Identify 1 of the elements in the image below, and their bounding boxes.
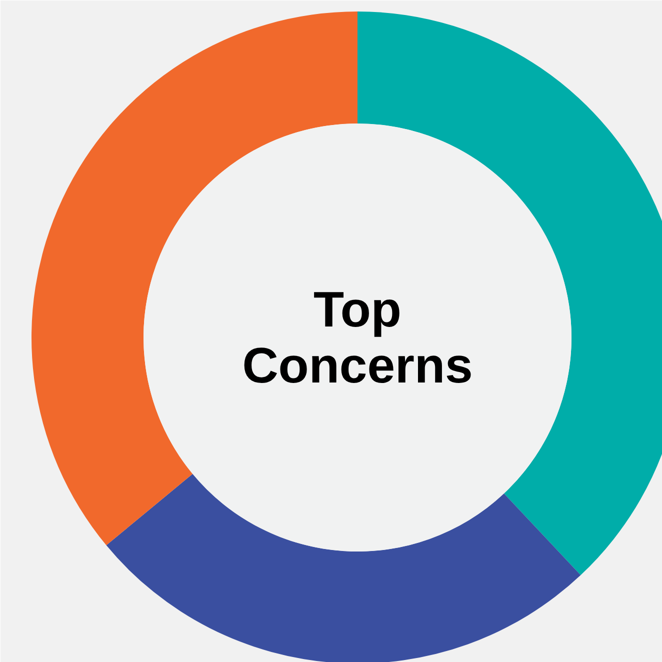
text: Top Concerns bbox=[242, 282, 473, 394]
